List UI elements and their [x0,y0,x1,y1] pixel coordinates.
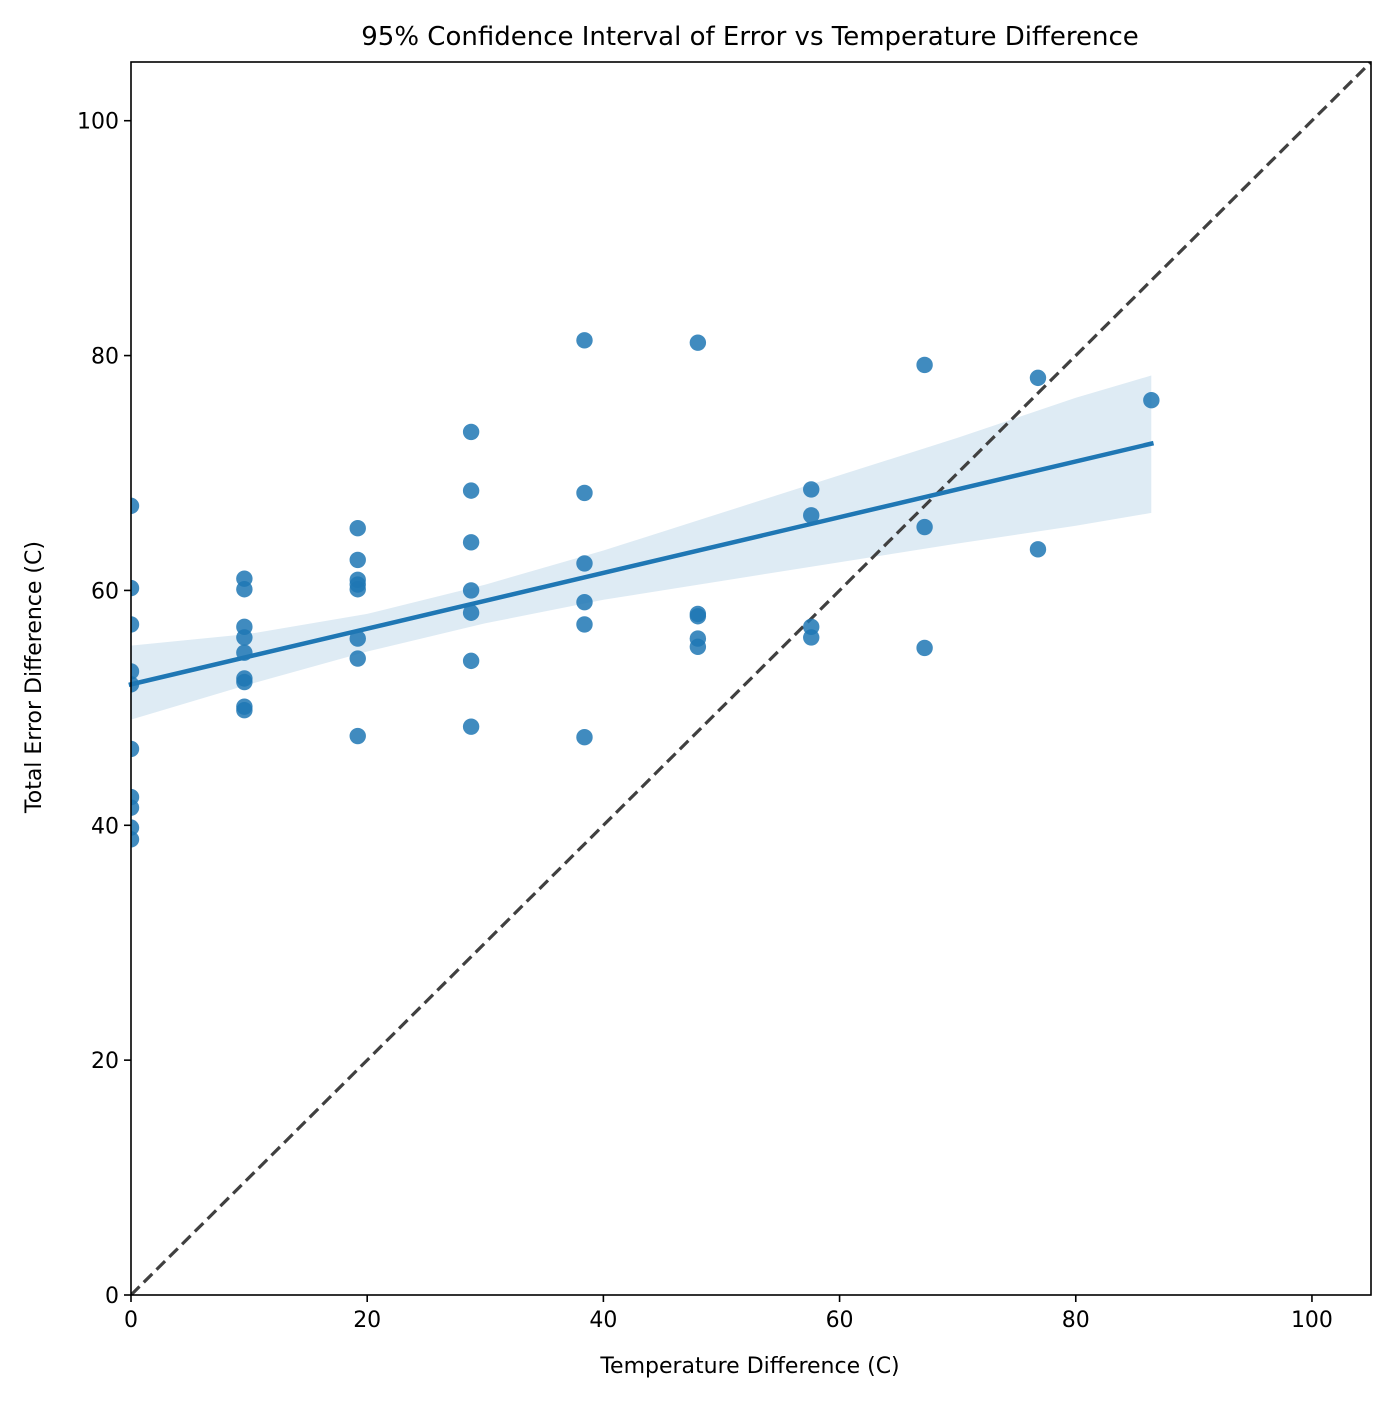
data-point [803,629,820,646]
data-point [131,579,140,597]
data-point [803,481,820,498]
data-point [576,484,593,502]
data-point [576,593,593,611]
y-tick-label: 40 [91,814,119,839]
data-point [916,518,933,536]
data-point [131,740,140,758]
data-point [349,630,366,647]
data-point [1143,391,1160,409]
data-point [462,482,480,499]
data-point [689,638,707,655]
regression-line [128,440,1155,688]
data-point [349,581,366,598]
data-point [462,718,480,735]
x-tick-label: 40 [589,1308,617,1333]
data-point [689,608,707,625]
regression-line-layer [128,440,1155,688]
data-point [131,616,140,633]
points-layer [131,332,1160,848]
data-point [462,582,480,599]
data-point [349,551,366,569]
data-point [803,507,820,524]
data-point [462,423,480,441]
data-point [462,604,480,621]
data-point [131,497,140,515]
data-point [462,534,480,551]
data-point [349,650,366,667]
x-tick-label: 80 [1062,1308,1090,1333]
identity-line [131,62,1371,1295]
data-point [236,702,253,719]
y-tick-label: 60 [91,579,119,604]
chart-title: 95% Confidence Interval of Error vs Temp… [361,22,1139,52]
x-tick-label: 0 [124,1308,138,1333]
data-point [236,629,253,646]
data-point [576,555,593,572]
data-point [236,673,253,691]
x-axis-label: Temperature Difference (C) [599,1354,899,1379]
data-point [689,334,707,351]
y-axis-label: Total Error Difference (C) [22,541,47,814]
y-tick-label: 100 [77,110,119,135]
y-tick-label: 80 [91,345,119,370]
data-point [131,831,140,848]
data-point [1029,369,1047,387]
data-point [349,519,366,537]
x-tick-label: 100 [1291,1308,1333,1333]
confidence-band [131,375,1152,720]
y-tick-label: 0 [105,1284,119,1309]
data-point [916,639,933,657]
data-point [576,332,593,349]
data-point [576,729,593,746]
plot-frame [130,61,1372,1296]
x-tick-label: 60 [826,1308,854,1333]
data-point [462,652,480,670]
data-point [131,799,140,816]
axes-layer: 0 20 40 60 80 100 0 20 40 60 80 100 [77,61,1372,1333]
y-tick-label: 20 [91,1049,119,1074]
data-point [576,616,593,633]
data-point [131,663,140,680]
x-tick-label: 20 [353,1308,381,1333]
identity-line-layer [131,62,1371,1295]
labels-layer: 95% Confidence Interval of Error vs Temp… [22,22,1139,1379]
confidence-band-layer [131,375,1152,720]
data-point [1029,541,1047,558]
data-point [349,727,366,745]
data-point [236,581,253,598]
data-point [916,356,933,374]
